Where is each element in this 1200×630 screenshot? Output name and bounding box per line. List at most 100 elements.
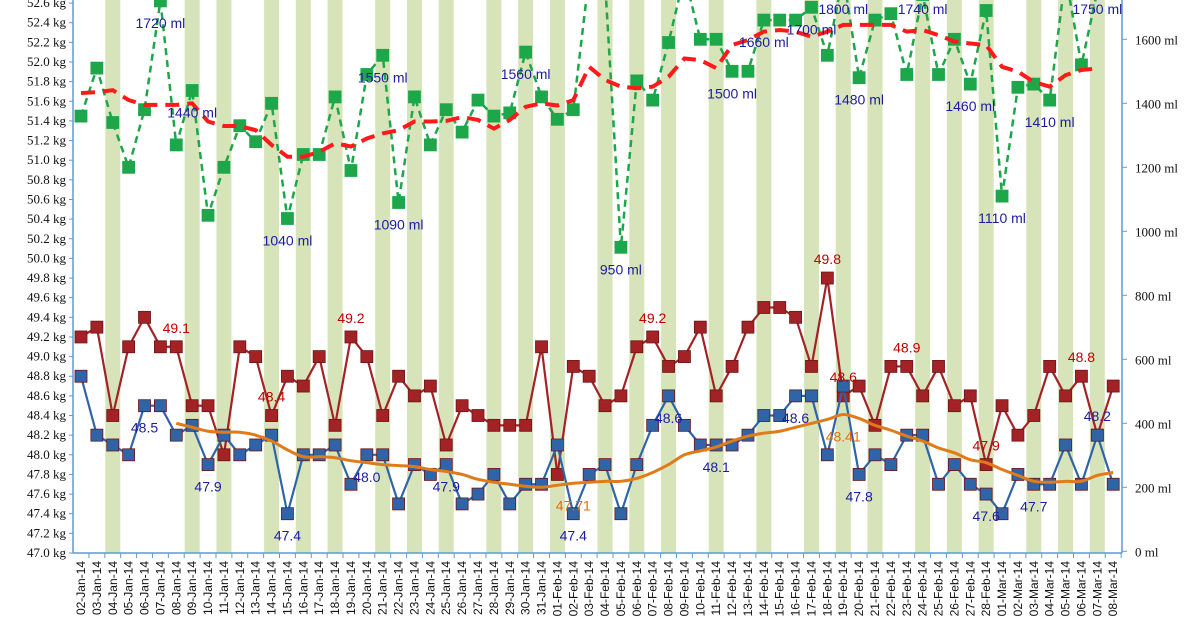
data-point xyxy=(296,379,310,393)
data-point xyxy=(487,109,501,123)
x-tick-label: 26-Feb-14 xyxy=(947,561,961,617)
data-label: 950 ml xyxy=(600,261,642,277)
data-label: 48.9 xyxy=(893,339,920,355)
data-point xyxy=(566,103,580,117)
data-point xyxy=(789,310,802,324)
data-point xyxy=(106,409,120,422)
data-point xyxy=(646,93,660,107)
right-tick-label: 200 ml xyxy=(1135,480,1172,495)
data-point xyxy=(535,90,548,104)
data-point xyxy=(344,330,358,344)
data-point xyxy=(90,428,104,442)
data-point xyxy=(678,350,691,364)
data-point xyxy=(392,196,406,209)
right-tick-label: 600 ml xyxy=(1135,352,1172,367)
data-point xyxy=(566,507,580,521)
data-label: 1500 ml xyxy=(707,85,757,101)
data-label: 48.41 xyxy=(826,429,861,445)
data-point xyxy=(932,360,945,373)
data-label: 1740 ml xyxy=(898,1,948,17)
data-point xyxy=(503,497,517,511)
data-point xyxy=(789,13,802,27)
x-tick-label: 22-Feb-14 xyxy=(884,561,898,617)
left-tick-label: 48.2 kg xyxy=(27,427,67,442)
data-point xyxy=(884,360,898,373)
data-point xyxy=(932,477,945,491)
highlight-band xyxy=(406,0,422,553)
highlight-band xyxy=(597,0,613,553)
data-label: 1550 ml xyxy=(358,69,408,85)
x-tick-label: 07-Jan-14 xyxy=(153,561,167,615)
x-tick-label: 11-Jan-14 xyxy=(217,561,231,614)
left-tick-label: 47.6 kg xyxy=(27,486,67,501)
data-point xyxy=(281,212,294,225)
data-point xyxy=(916,389,930,403)
x-tick-label: 12-Feb-14 xyxy=(725,561,739,617)
data-point xyxy=(249,135,263,149)
left-tick-label: 50.6 kg xyxy=(27,191,67,206)
data-point xyxy=(122,160,136,174)
x-tick-label: 11-Feb-14 xyxy=(709,561,723,616)
x-tick-label: 09-Jan-14 xyxy=(185,561,199,615)
data-point xyxy=(820,271,834,285)
data-point xyxy=(153,340,167,354)
highlight-band xyxy=(438,0,454,553)
data-label: 47.7 xyxy=(1020,498,1047,514)
data-point xyxy=(630,458,644,472)
x-tick-label: 14-Jan-14 xyxy=(265,561,279,615)
left-tick-label: 50.0 kg xyxy=(27,250,67,265)
data-point xyxy=(455,125,469,139)
data-point xyxy=(963,477,977,491)
data-point xyxy=(185,84,199,97)
data-point xyxy=(598,399,612,413)
data-point xyxy=(630,340,644,354)
highlight-band xyxy=(978,0,994,553)
highlight-band xyxy=(1058,0,1074,553)
data-point xyxy=(693,32,707,46)
data-point xyxy=(201,399,215,413)
left-tick-label: 51.2 kg xyxy=(27,133,67,148)
data-point xyxy=(122,448,136,462)
highlight-band xyxy=(835,0,851,553)
data-point xyxy=(741,320,755,334)
data-label: 48.5 xyxy=(131,420,158,436)
data-point xyxy=(328,438,342,452)
data-point xyxy=(233,340,247,354)
data-label: 1720 ml xyxy=(135,15,185,31)
highlight-band xyxy=(216,0,232,553)
x-tick-label: 10-Jan-14 xyxy=(201,561,215,615)
x-tick-label: 26-Jan-14 xyxy=(455,561,469,615)
data-point xyxy=(551,468,564,481)
data-point xyxy=(963,77,977,91)
highlight-band xyxy=(327,0,343,553)
x-tick-label: 18-Feb-14 xyxy=(820,561,834,617)
right-tick-label: 800 ml xyxy=(1135,288,1172,303)
highlight-band xyxy=(1089,0,1105,553)
data-point xyxy=(979,487,993,501)
highlight-band xyxy=(803,0,819,553)
data-label: 48.6 xyxy=(655,410,682,426)
data-point xyxy=(852,379,866,393)
series-line-2 xyxy=(175,413,1114,489)
data-label: 1800 ml xyxy=(818,1,868,17)
x-tick-label: 06-Feb-14 xyxy=(630,561,644,617)
data-label: 1090 ml xyxy=(374,217,424,233)
left-tick-label: 48.4 kg xyxy=(27,408,67,423)
left-tick-label: 50.4 kg xyxy=(27,211,67,226)
highlight-band xyxy=(708,0,724,553)
data-label: 1040 ml xyxy=(263,233,313,249)
data-point xyxy=(106,438,120,452)
x-tick-label: 14-Feb-14 xyxy=(757,561,771,617)
data-point xyxy=(471,487,485,501)
highlight-band xyxy=(264,0,280,553)
x-tick-label: 20-Feb-14 xyxy=(852,561,866,617)
data-point xyxy=(1011,428,1025,442)
data-point xyxy=(138,310,151,324)
data-point xyxy=(265,96,278,110)
x-tick-label: 03-Mar-14 xyxy=(1027,561,1041,617)
data-point xyxy=(408,389,421,403)
highlight-band xyxy=(946,0,962,553)
data-point xyxy=(693,320,707,334)
x-tick-label: 15-Feb-14 xyxy=(773,561,787,617)
data-point xyxy=(598,458,612,472)
